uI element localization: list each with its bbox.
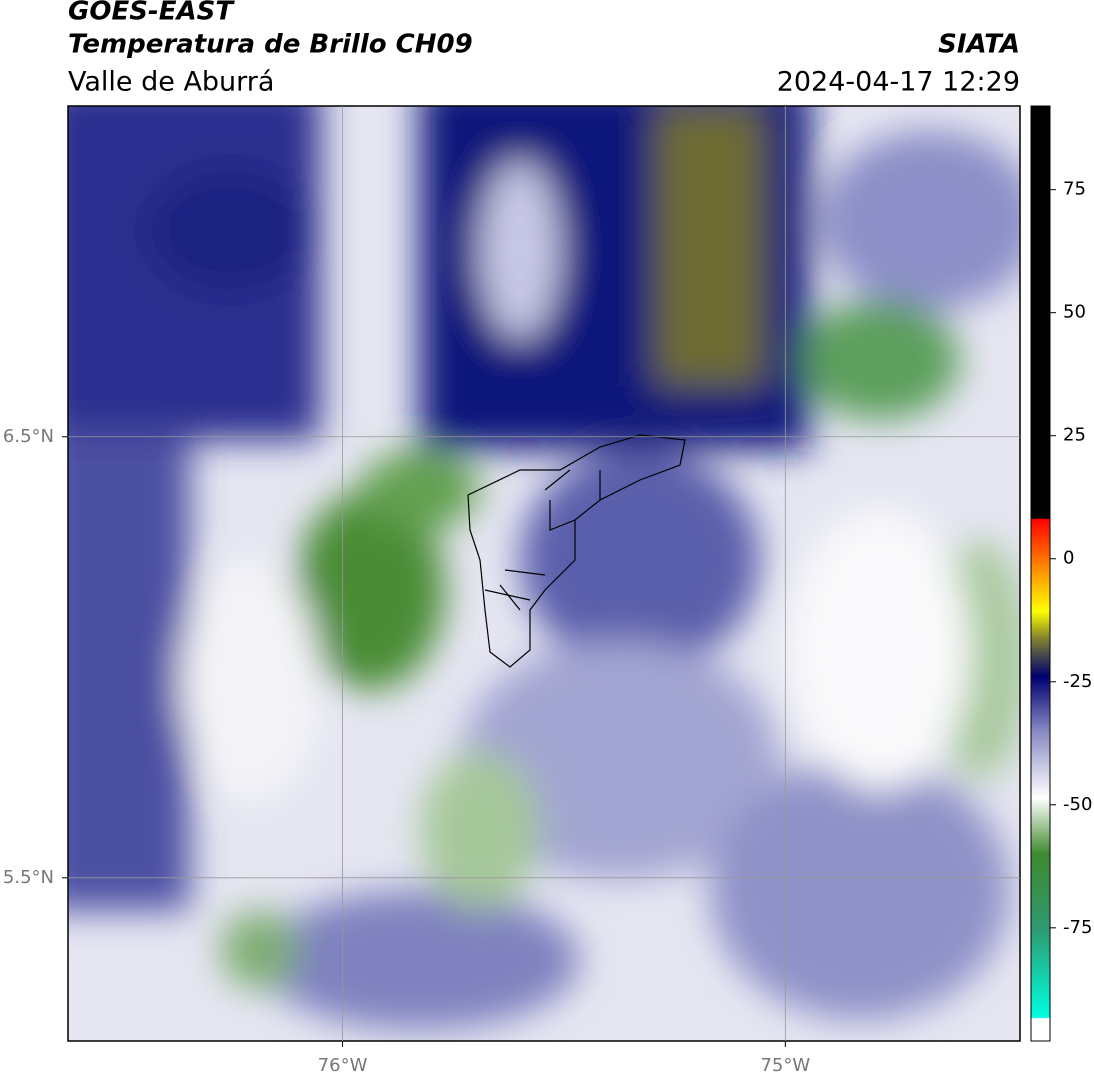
subtitle: Temperatura de Brillo CH09 [68,30,473,60]
timestamp: 2024-04-17 12:29 [777,67,1020,98]
x-tick-label: 76°W [318,1055,368,1076]
colorbar-tick-label: 75 [1063,179,1086,200]
y-tick-label: 6.5°N [3,426,54,447]
valley-boundary [467,434,686,668]
title: GOES-EAST [68,0,235,27]
colorbar-tick-label: -50 [1063,794,1092,815]
map-frame [67,105,1021,1042]
satellite-image [68,106,1020,1041]
colorbar-tick-label: 50 [1063,302,1086,323]
colorbar-tick-label: -75 [1063,917,1092,938]
colorbar-tick-label: 0 [1063,548,1074,569]
colorbar [1030,105,1051,1042]
region: Valle de Aburrá [68,67,274,98]
x-tick-label: 75°W [760,1055,810,1076]
colorbar-tick-label: 25 [1063,425,1086,446]
colorbar-tick-label: -25 [1063,671,1092,692]
y-tick-label: 5.5°N [3,867,54,888]
agency: SIATA [938,30,1020,60]
